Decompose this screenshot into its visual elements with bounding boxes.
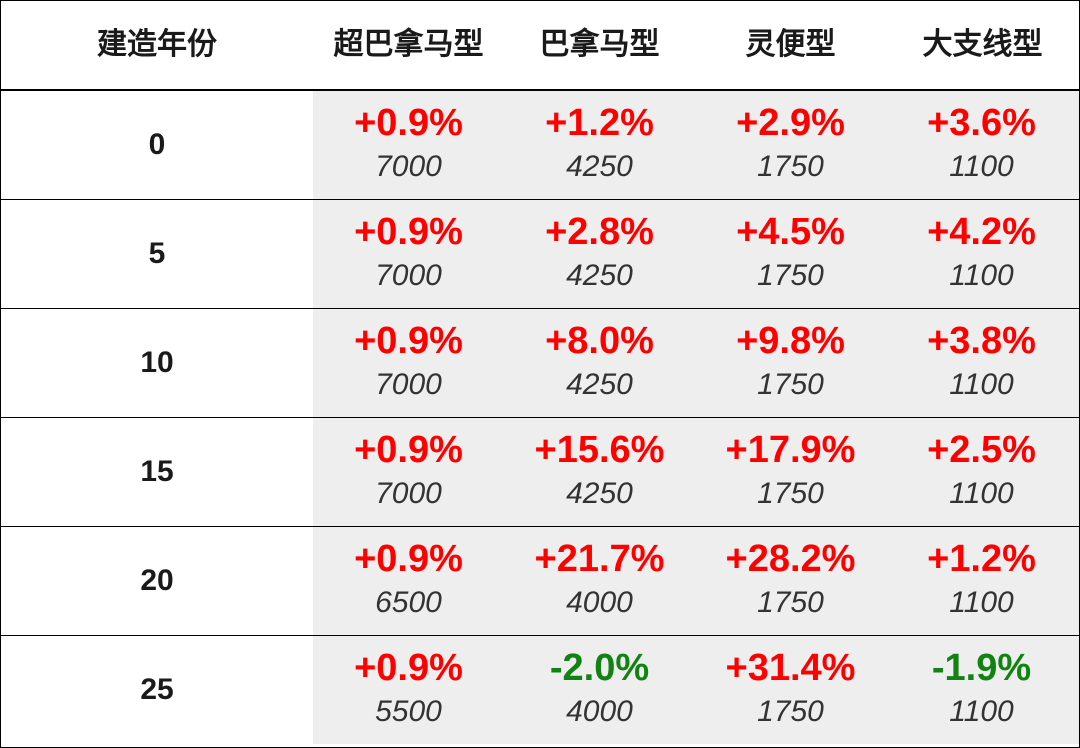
change-value: +9.8%	[736, 320, 845, 362]
row-shading	[313, 418, 1079, 526]
change-value: +0.9%	[354, 538, 463, 580]
price-value: 1100	[949, 150, 1014, 183]
table-row: 10 +0.9% 7000 +8.0% 4250 +9.8% 1750 +3.8% 1100	[1, 309, 1079, 418]
row-shading	[313, 636, 1079, 744]
change-value: +0.9%	[354, 102, 463, 144]
price-value: 4000	[566, 695, 633, 728]
row-shading	[313, 91, 1079, 199]
header-cell-feeder: 大支线型	[922, 27, 1043, 62]
change-value: +1.2%	[545, 102, 654, 144]
price-value: 4000	[566, 586, 633, 619]
price-value: 4250	[566, 150, 633, 183]
price-value: 1750	[757, 368, 824, 401]
header-cell-ultra-panamax: 超巴拿马型	[333, 27, 484, 62]
price-value: 1100	[949, 259, 1014, 292]
price-value: 1750	[757, 695, 824, 728]
price-value: 7000	[375, 150, 442, 183]
price-value: 7000	[375, 477, 442, 510]
row-shading	[313, 200, 1079, 308]
change-value: +3.6%	[927, 102, 1036, 144]
header-cell-handy: 灵便型	[745, 27, 836, 62]
change-value: +21.7%	[534, 538, 665, 580]
price-value: 1100	[949, 477, 1014, 510]
year-label: 0	[148, 128, 166, 161]
row-shading	[313, 309, 1079, 417]
change-value: +8.0%	[545, 320, 654, 362]
year-label: 20	[140, 564, 174, 597]
year-label: 15	[140, 455, 174, 488]
change-value: +17.9%	[725, 429, 856, 471]
table-header: 建造年份 超巴拿马型 巴拿马型 灵便型 大支线型	[1, 1, 1079, 91]
table-row: 25 +0.9% 5500 -2.0% 4000 +31.4% 1750 -1.9% 1100	[1, 636, 1079, 745]
change-value: +0.9%	[354, 647, 463, 689]
header-cell-panamax: 巴拿马型	[539, 27, 660, 62]
table-row: 20 +0.9% 6500 +21.7% 4000 +28.2% 1750 +1.2% 1100	[1, 527, 1079, 636]
change-value: +1.2%	[927, 538, 1036, 580]
price-value: 4250	[566, 368, 633, 401]
change-value: +0.9%	[354, 211, 463, 253]
price-value: 4250	[566, 259, 633, 292]
price-value: 4250	[566, 477, 633, 510]
change-value: +31.4%	[725, 647, 856, 689]
change-value: +15.6%	[534, 429, 665, 471]
table-row: 0 +0.9% 7000 +1.2% 4250 +2.9% 1750 +3.6% 1100	[1, 91, 1079, 200]
price-value: 1100	[949, 586, 1014, 619]
price-value: 1750	[757, 259, 824, 292]
price-value: 1750	[757, 477, 824, 510]
change-value: +3.8%	[927, 320, 1036, 362]
year-label: 10	[140, 346, 174, 379]
year-label: 5	[148, 237, 166, 270]
change-value: +2.9%	[736, 102, 845, 144]
price-value: 7000	[375, 259, 442, 292]
price-value: 1750	[757, 586, 824, 619]
change-value: +2.5%	[927, 429, 1036, 471]
price-value: 5500	[375, 695, 442, 728]
change-value: +0.9%	[354, 320, 463, 362]
header-cell-year: 建造年份	[97, 27, 217, 62]
change-value: +4.5%	[736, 211, 845, 253]
price-value: 1750	[757, 150, 824, 183]
price-value: 1100	[949, 695, 1014, 728]
change-value: -1.9%	[931, 647, 1032, 689]
change-value: +0.9%	[354, 429, 463, 471]
price-value: 7000	[375, 368, 442, 401]
price-value: 6500	[375, 586, 442, 619]
price-value: 1100	[949, 368, 1014, 401]
row-shading	[313, 527, 1079, 635]
table-row: 5 +0.9% 7000 +2.8% 4250 +4.5% 1750 +4.2% 1100	[1, 200, 1079, 309]
change-value: -2.0%	[549, 647, 650, 689]
change-value: +4.2%	[927, 211, 1036, 253]
change-value: +2.8%	[545, 211, 654, 253]
table-row: 15 +0.9% 7000 +15.6% 4250 +17.9% 1750 +2.5% 1100	[1, 418, 1079, 527]
year-label: 25	[140, 673, 174, 706]
change-value: +28.2%	[725, 538, 856, 580]
